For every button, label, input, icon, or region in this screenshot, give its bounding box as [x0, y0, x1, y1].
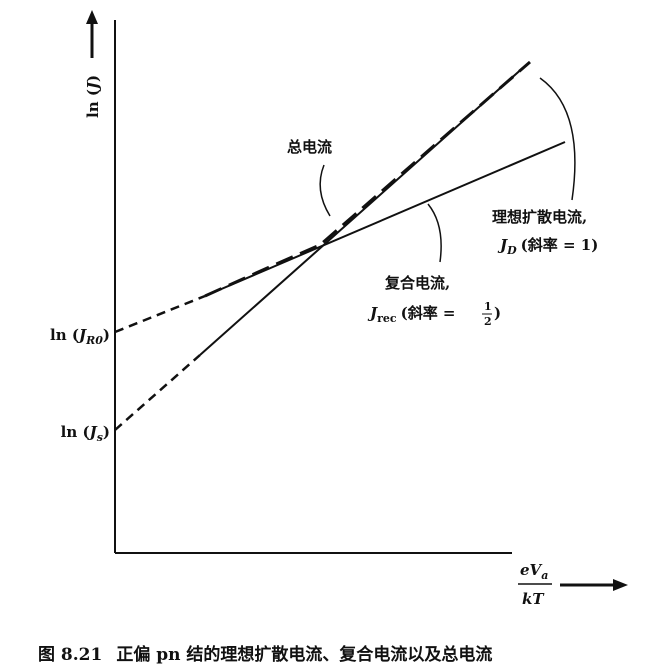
x-label-denominator: kT — [522, 590, 545, 608]
total-current — [204, 60, 531, 298]
recombination-pointer — [427, 203, 442, 263]
y-label-arrowhead — [86, 10, 98, 24]
diffusion-line — [199, 65, 526, 356]
slope-suffix: ) — [494, 304, 501, 322]
recombination-extrapolation — [114, 294, 206, 334]
x-label-numerator: eVa — [520, 561, 548, 582]
x-label-arrowhead — [613, 579, 628, 591]
recombination-formula: Jrec (斜率 = — [367, 304, 456, 325]
diffusion-pointer — [539, 77, 576, 201]
diffusion-extrapolation — [114, 354, 201, 431]
y-axis-label: ln (J) — [84, 75, 102, 118]
recombination-label: 复合电流, — [384, 274, 450, 292]
total-label: 总电流 — [287, 138, 332, 156]
total-pointer — [319, 164, 331, 217]
y-mark-label: ln (JR0) — [50, 326, 110, 347]
slope-denominator: 2 — [484, 315, 492, 328]
y-mark-label: ln (Js) — [61, 423, 110, 444]
diffusion-formula: JD (斜率 = 1) — [497, 236, 598, 257]
slope-numerator: 1 — [484, 300, 492, 313]
diffusion-label: 理想扩散电流, — [492, 208, 587, 226]
caption: 图 8.21 正偏 pn 结的理想扩散电流、复合电流以及总电流 — [38, 644, 492, 665]
